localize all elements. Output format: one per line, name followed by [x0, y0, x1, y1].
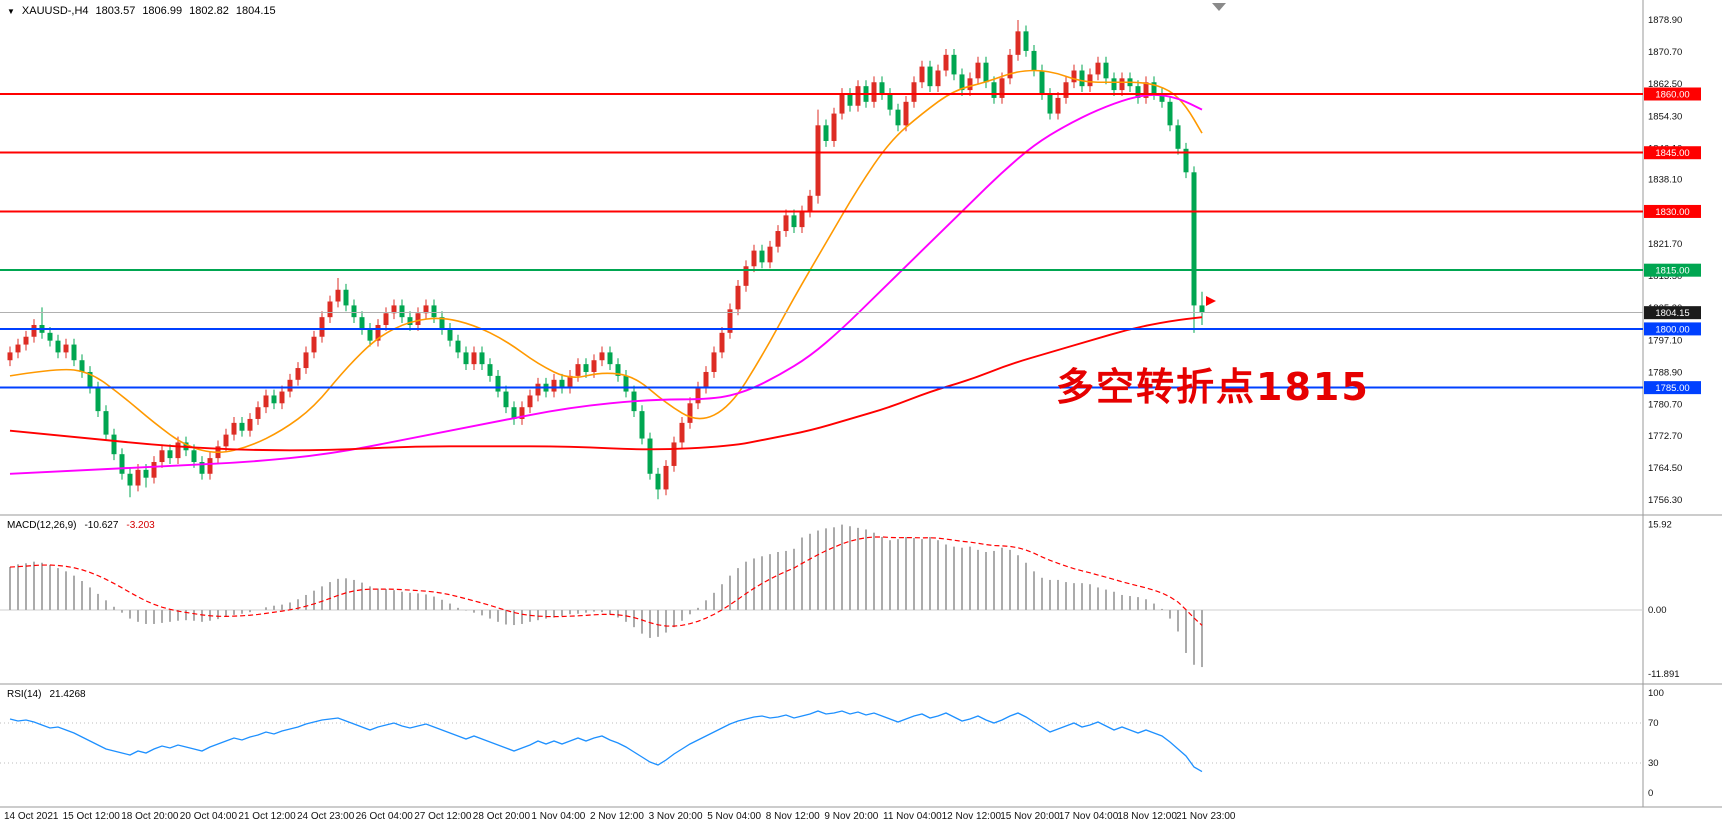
price-tag-1815.00: 1815.00 [1644, 263, 1701, 277]
macd-axis-label: -11.891 [1648, 669, 1680, 680]
price-axis[interactable] [1643, 0, 1722, 807]
price-tag-1785.00: 1785.00 [1644, 381, 1701, 395]
time-axis-label: 17 Nov 04:00 [1058, 811, 1119, 822]
mid-ma-line [9, 94, 1203, 475]
rsi-panel-area[interactable] [0, 684, 1643, 807]
price-tick-label: 1764.50 [1648, 463, 1682, 474]
time-axis-label: 24 Oct 23:00 [297, 811, 355, 822]
collapse-icon[interactable]: ▼ [7, 6, 15, 16]
svg-text:1860.00: 1860.00 [1655, 89, 1689, 100]
time-axis-label: 14 Oct 2021 [4, 811, 59, 822]
svg-text:1785.00: 1785.00 [1655, 383, 1689, 394]
price-tick-label: 1862.50 [1648, 79, 1682, 90]
macd-axis: 15.92 0.00 -11.891 [1648, 520, 1680, 680]
time-axis[interactable]: 14 Oct 2021 15 Oct 12:00 18 Oct 20:00 20 Oc… [0, 811, 1722, 829]
time-axis-label: 3 Nov 20:00 [648, 811, 703, 822]
macd-indicator-label: MACD(12,26,9) -10.627 -3.203 [7, 520, 155, 531]
price-tick-label: 1870.70 [1648, 47, 1682, 58]
chart-shift-marker[interactable] [1212, 3, 1226, 11]
time-axis-label: 5 Nov 04:00 [707, 811, 762, 822]
svg-text:1845.00: 1845.00 [1655, 148, 1689, 159]
ohlc-low-value: 1802.82 [189, 5, 229, 17]
macd-name: MACD(12,26,9) [7, 520, 77, 531]
main-chart-area[interactable] [0, 0, 1643, 515]
chart-title-bar: ▼ XAUUSD-,H4 1803.57 1806.99 1802.82 180… [7, 5, 276, 17]
price-tick-label: 1797.10 [1648, 335, 1682, 346]
rsi-name: RSI(14) [7, 689, 42, 700]
rsi-axis-label: 70 [1648, 718, 1659, 729]
price-tag-1800.00: 1800.00 [1644, 322, 1701, 336]
price-tick-label: 1788.90 [1648, 367, 1682, 378]
time-axis-label: 21 Nov 23:00 [1176, 811, 1236, 822]
panel-separators [0, 0, 1722, 808]
price-tick-label: 1821.70 [1648, 239, 1682, 250]
macd-axis-label: 15.92 [1648, 520, 1672, 531]
price-tag-1845.00: 1845.00 [1644, 146, 1701, 160]
macd-signal-value: -3.203 [126, 520, 155, 531]
time-axis-label: 15 Nov 20:00 [1000, 811, 1060, 822]
ohlc-open-value: 1803.57 [95, 5, 136, 17]
price-tag-1860.00: 1860.00 [1644, 87, 1701, 101]
time-axis-label: 2 Nov 12:00 [590, 811, 644, 822]
rsi-axis-label: 100 [1648, 688, 1664, 699]
time-axis-label: 20 Oct 04:00 [179, 811, 238, 822]
rsi-panel-drawing [0, 710, 1643, 773]
price-tick-label: 1878.90 [1648, 15, 1682, 26]
rsi-value: 21.4268 [49, 689, 86, 700]
rsi-line [9, 710, 1203, 773]
time-axis-label: 27 Oct 12:00 [414, 811, 472, 822]
rsi-axis-label: 0 [1648, 788, 1653, 799]
svg-text:1804.15: 1804.15 [1655, 308, 1689, 319]
rsi-axis: 100 70 30 0 [1648, 688, 1664, 799]
horizontal-levels [0, 92, 1643, 389]
macd-value: -10.627 [84, 520, 119, 531]
time-axis-label: 21 Oct 12:00 [238, 811, 296, 822]
symbol-period-label: XAUUSD-,H4 [21, 5, 89, 17]
price-tag-1830.00: 1830.00 [1644, 204, 1701, 218]
time-axis-label: 28 Oct 20:00 [472, 811, 531, 822]
slow-ma-line [9, 316, 1203, 452]
svg-text:1830.00: 1830.00 [1655, 207, 1689, 218]
time-axis-label: 26 Oct 04:00 [355, 811, 413, 822]
svg-text:1815.00: 1815.00 [1655, 266, 1689, 277]
time-axis-label: 8 Nov 12:00 [765, 811, 820, 822]
time-axis-label: 18 Nov 12:00 [1117, 811, 1177, 822]
time-axis-label: 12 Nov 12:00 [941, 811, 1002, 822]
rsi-axis-label: 30 [1648, 758, 1659, 769]
macd-histogram [0, 524, 1643, 668]
time-axis-label: 9 Nov 20:00 [824, 811, 879, 822]
time-axis-label: 15 Oct 12:00 [62, 811, 120, 822]
time-axis-label: 18 Oct 20:00 [121, 811, 179, 822]
price-tick-label: 1838.10 [1648, 175, 1682, 186]
svg-text:1800.00: 1800.00 [1655, 324, 1689, 335]
ohlc-high-value: 1806.99 [142, 5, 183, 17]
time-axis-label: 11 Nov 04:00 [883, 811, 942, 822]
price-tick-label: 1756.30 [1648, 495, 1682, 506]
price-tick-label: 1854.30 [1648, 111, 1682, 122]
annotation-text: 多空转折点1815 [1056, 365, 1370, 409]
macd-axis-label: 0.00 [1648, 605, 1667, 616]
rsi-indicator-label: RSI(14) 21.4268 [7, 689, 86, 700]
current-price-tag: 1804.15 [1644, 306, 1701, 320]
time-axis-label: 1 Nov 04:00 [531, 811, 586, 822]
macd-panel-area[interactable] [0, 515, 1643, 684]
price-tick-label: 1772.70 [1648, 431, 1682, 442]
current-price-arrow [1206, 296, 1216, 306]
macd-signal-line [9, 536, 1203, 627]
ohlc-close-value: 1804.15 [235, 5, 276, 17]
price-tick-label: 1780.70 [1648, 399, 1682, 410]
